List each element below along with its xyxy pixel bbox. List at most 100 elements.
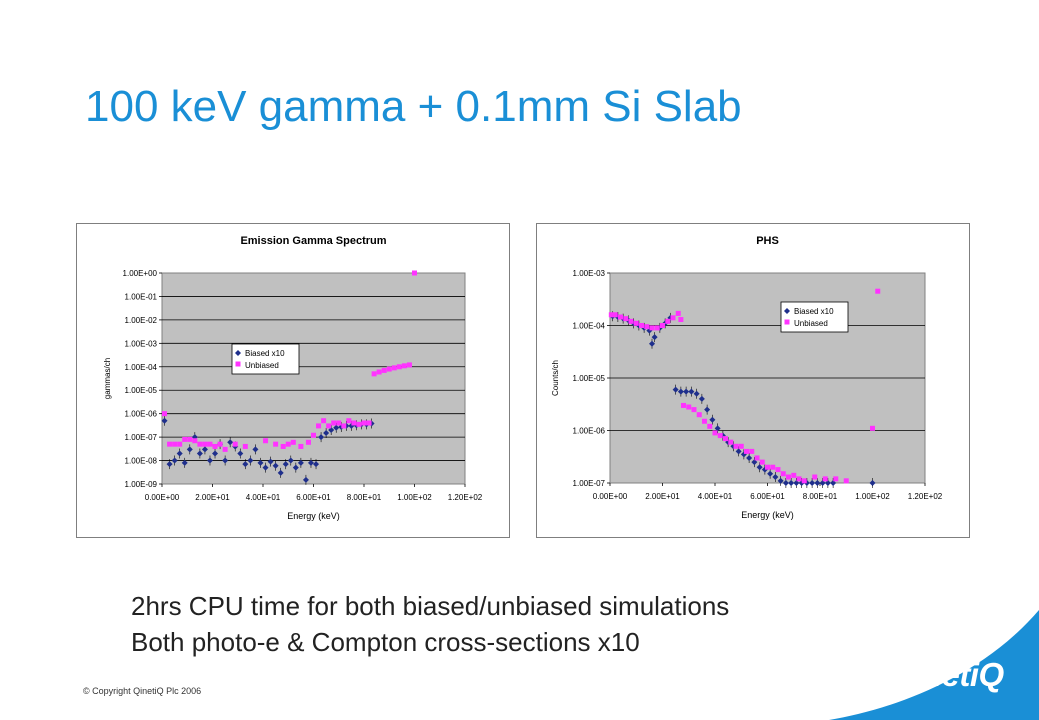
y-tick-label: 1.00E-05 <box>125 386 158 395</box>
data-point-unbiased <box>670 315 676 321</box>
data-point-unbiased <box>401 363 407 369</box>
data-point-biased <box>247 457 254 464</box>
data-point-unbiased <box>639 323 644 328</box>
data-point-unbiased <box>775 467 781 473</box>
data-point-unbiased <box>786 474 791 480</box>
data-point-biased <box>824 480 831 486</box>
chart-phs-svg: PHS 1.00E-07 1.00E-06 1.00E-05 1.00E-04 1.00E… <box>551 235 943 520</box>
data-point-unbiased <box>172 441 178 447</box>
y-tick-label: 1.00E-07 <box>573 479 606 488</box>
data-point-unbiased <box>321 418 327 424</box>
y-tick-label: 1.00E-01 <box>125 292 158 301</box>
data-point-unbiased <box>801 478 807 484</box>
data-point-unbiased <box>812 474 818 480</box>
data-point-unbiased <box>311 432 316 438</box>
data-point-biased <box>252 446 259 453</box>
x-tick-label: 1.00E+02 <box>855 492 890 501</box>
data-point-unbiased <box>633 320 639 326</box>
data-point-unbiased <box>280 443 286 449</box>
data-point-biased <box>272 462 279 469</box>
y-tick-label: 1.00E-06 <box>125 410 158 419</box>
data-point-unbiased <box>396 364 402 370</box>
y-tick-label: 1.00E-08 <box>125 457 158 466</box>
data-point-unbiased <box>765 464 770 470</box>
data-point-unbiased <box>331 420 337 426</box>
data-point-biased <box>333 424 340 431</box>
data-point-biased <box>814 480 821 486</box>
x-tick-label: 4.00E+01 <box>698 492 733 501</box>
x-tick-label: 2.00E+01 <box>195 493 230 502</box>
data-point-biased <box>166 461 173 468</box>
data-point-unbiased <box>733 443 739 449</box>
data-point-unbiased <box>192 438 198 444</box>
y-tick-label: 1.00E-02 <box>125 316 158 325</box>
data-point-unbiased <box>675 310 681 316</box>
chart-phs: PHS 1.00E-07 1.00E-06 1.00E-05 1.00E-04 1.00E… <box>536 223 970 538</box>
legend-box <box>780 301 849 333</box>
data-point-unbiased <box>263 438 269 444</box>
data-point-unbiased <box>336 420 342 426</box>
qinetiq-logo: QinetiQ <box>888 656 1004 693</box>
data-point-biased <box>704 406 711 413</box>
data-point-unbiased <box>212 443 218 449</box>
data-point-biased <box>227 439 234 446</box>
data-point-biased <box>869 480 876 486</box>
plot-area <box>161 272 466 485</box>
data-point-biased <box>830 480 837 486</box>
x-tick-label: 6.00E+01 <box>296 493 331 502</box>
data-point-unbiased <box>744 448 749 454</box>
data-point-unbiased <box>356 421 362 427</box>
data-point-biased <box>714 425 721 432</box>
copyright-notice: © Copyright QinetiQ Plc 2006 <box>83 686 202 696</box>
chart-emission-svg: Emission Gamma Spectrum 1.00E-09 1.00E-08 1… <box>103 235 483 521</box>
data-point-unbiased <box>202 441 208 447</box>
data-point-unbiased <box>285 441 291 447</box>
y-tick-label: 1.00E-04 <box>573 322 606 331</box>
x-tick-label: 6.00E+01 <box>750 492 785 501</box>
data-point-biased <box>746 454 753 461</box>
data-point-biased <box>242 461 249 468</box>
data-point-biased <box>788 480 795 486</box>
data-point-biased <box>677 388 684 395</box>
data-point-biased <box>819 480 826 486</box>
legend-box <box>231 343 300 375</box>
data-point-unbiased <box>686 404 692 410</box>
data-point-unbiased <box>608 312 614 318</box>
data-point-biased <box>287 457 294 464</box>
data-point-biased <box>262 464 269 471</box>
data-point-unbiased <box>723 436 728 442</box>
data-point-unbiased <box>222 446 228 452</box>
data-point-unbiased <box>791 472 797 478</box>
data-point-biased <box>277 469 284 476</box>
y-axis-label: gammas/ch <box>103 358 112 399</box>
legend-marker-unbiased <box>235 361 241 367</box>
data-point-biased <box>693 390 700 397</box>
y-tick-label: 1.00E-03 <box>125 339 158 348</box>
data-point-unbiased <box>717 433 723 439</box>
data-point-unbiased <box>712 430 718 436</box>
data-point-unbiased <box>665 318 671 324</box>
data-point-unbiased <box>654 325 660 331</box>
data-point-unbiased <box>197 441 203 447</box>
data-point-biased <box>267 458 274 465</box>
data-point-biased <box>212 450 219 457</box>
data-point-biased <box>328 427 335 434</box>
data-point-unbiased <box>217 441 223 447</box>
bullet-item: Both photo-e & Compton cross-sections x1… <box>131 627 640 657</box>
data-point-unbiased <box>796 476 802 482</box>
data-point-unbiased <box>770 464 776 470</box>
data-point-unbiased <box>660 323 665 328</box>
y-tick-label: 1.00E-09 <box>125 480 158 489</box>
data-point-unbiased <box>167 441 173 447</box>
chart-title: PHS <box>756 235 779 247</box>
data-point-biased <box>646 327 653 334</box>
chart-title: Emission Gamma Spectrum <box>240 235 386 247</box>
data-point-biased <box>313 461 320 468</box>
data-point-unbiased <box>207 441 213 447</box>
data-point-unbiased <box>187 436 193 442</box>
data-point-biased <box>297 459 304 466</box>
data-point-biased <box>302 476 309 483</box>
x-tick-label: 1.20E+02 <box>908 492 943 501</box>
legend-label-biased: Biased x10 <box>794 307 834 316</box>
data-point-biased <box>709 416 716 423</box>
